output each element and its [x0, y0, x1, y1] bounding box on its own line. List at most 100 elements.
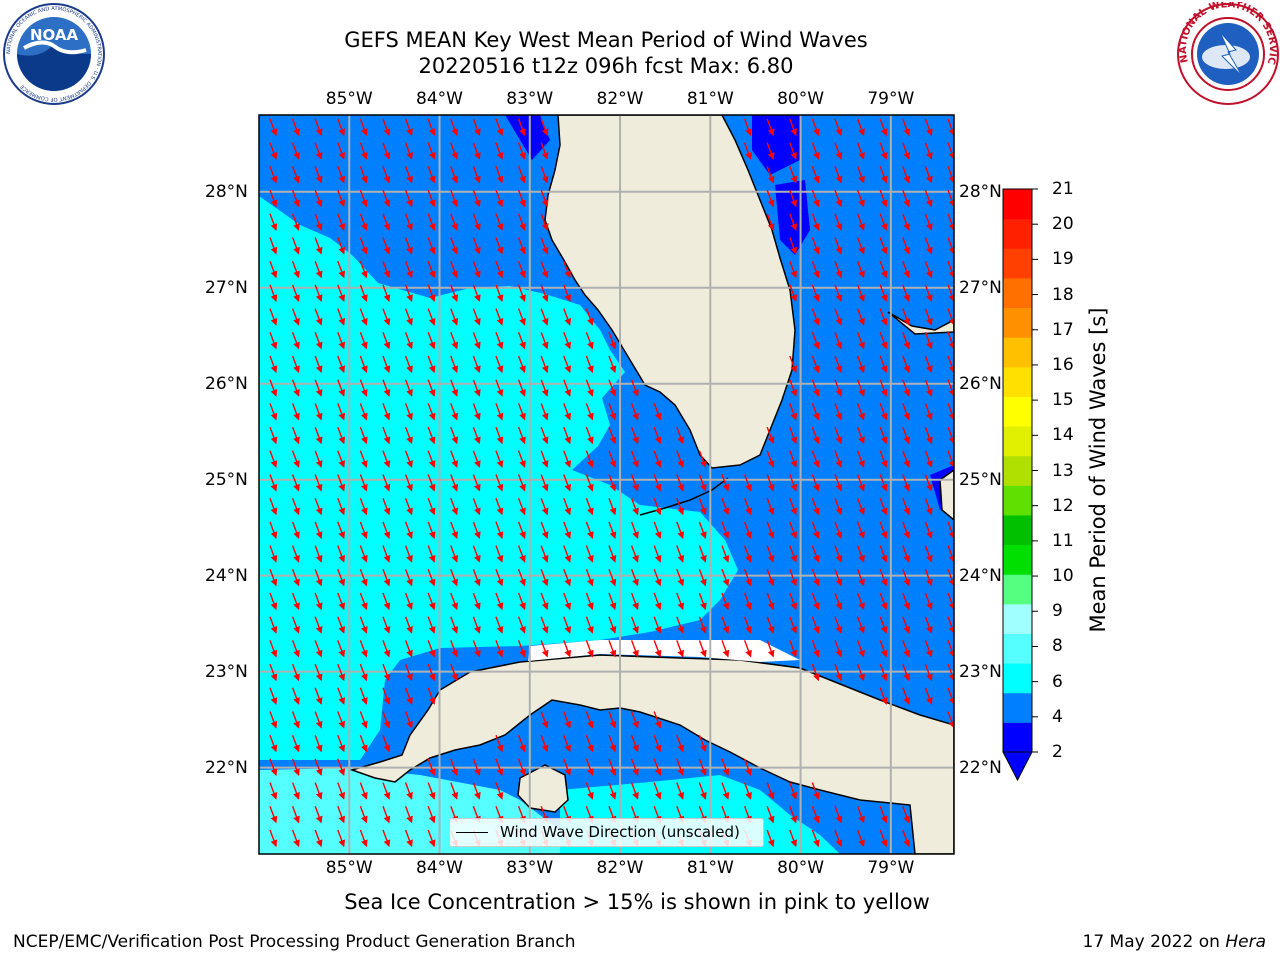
wind-wave-arrow [924, 450, 933, 468]
wind-wave-arrow [947, 142, 954, 160]
wind-wave-arrow [698, 497, 707, 516]
wind-wave-arrow [856, 521, 865, 539]
colorbar-segment [1003, 485, 1032, 516]
colorbar-tick-label: 21 [1052, 179, 1074, 199]
wind-wave-arrow [540, 711, 549, 729]
wind-wave-arrow [359, 569, 368, 587]
wind-wave-arrow [337, 166, 346, 184]
wind-wave-arrow [337, 450, 346, 468]
wind-wave-arrow [359, 474, 368, 492]
wind-wave-arrow [269, 806, 278, 824]
wind-wave-arrow [947, 237, 954, 255]
wind-wave-arrow [811, 663, 820, 682]
wind-wave-arrow [427, 782, 436, 800]
wind-wave-arrow [856, 569, 865, 587]
wind-wave-arrow [472, 189, 481, 208]
wind-wave-arrow [924, 687, 933, 705]
wind-wave-arrow [811, 308, 820, 326]
wind-wave-arrow [269, 189, 278, 208]
land-andros [939, 469, 954, 521]
wind-wave-arrow [585, 758, 594, 776]
wind-wave-arrow [517, 260, 526, 279]
wind-wave-arrow [630, 592, 639, 611]
wind-wave-arrow [608, 474, 617, 492]
wind-wave-arrow [269, 403, 278, 421]
wind-wave-arrow [472, 403, 481, 421]
wind-wave-arrow [721, 474, 730, 492]
wind-wave-arrow [789, 545, 798, 563]
wind-wave-arrow [834, 640, 843, 658]
wind-wave-arrow [834, 260, 843, 279]
wind-wave-arrow [404, 640, 413, 658]
wind-wave-arrow [879, 592, 888, 611]
wind-wave-arrow [314, 403, 323, 421]
wind-wave-arrow [427, 142, 436, 160]
wind-wave-arrow [924, 569, 933, 587]
wind-wave-arrow [427, 284, 436, 302]
wind-wave-arrow [947, 166, 954, 184]
wind-wave-arrow [563, 497, 572, 516]
wind-wave-arrow [608, 355, 617, 374]
wind-wave-arrow [902, 616, 911, 634]
wind-wave-arrow [291, 189, 300, 208]
wind-wave-arrow [676, 521, 685, 539]
wind-wave-arrow [517, 616, 526, 634]
wind-wave-arrow [924, 284, 933, 302]
lon-tick-label: 85°W [325, 89, 373, 109]
wind-wave-arrow [856, 474, 865, 492]
wind-wave-arrow [359, 497, 368, 516]
wind-wave-arrow [879, 569, 888, 587]
footer-credit: NCEP/EMC/Verification Post Processing Pr… [13, 932, 576, 952]
wind-wave-arrow [766, 189, 775, 208]
wind-wave-arrow [902, 521, 911, 539]
wind-wave-arrow [382, 640, 391, 658]
colorbar-tick-label: 11 [1052, 530, 1074, 551]
wind-wave-arrow [608, 734, 617, 753]
wind-wave-arrow [902, 308, 911, 326]
wind-wave-arrow [517, 758, 526, 776]
wind-wave-arrow [337, 758, 346, 776]
wind-wave-arrow [427, 260, 436, 279]
wind-wave-arrow [947, 379, 954, 397]
wind-wave-arrow [811, 450, 820, 468]
wind-wave-arrow [337, 426, 346, 445]
wind-wave-arrow [879, 663, 888, 682]
wind-wave-arrow [359, 332, 368, 350]
wind-wave-arrow [540, 545, 549, 563]
wind-wave-arrow [653, 592, 662, 611]
wind-wave-arrow [291, 142, 300, 160]
wind-wave-arrow [427, 379, 436, 397]
wind-wave-arrow [540, 403, 549, 421]
wind-wave-arrow [540, 142, 549, 160]
wind-wave-arrow [495, 284, 504, 302]
wind-wave-arrow [404, 403, 413, 421]
wind-wave-arrow [766, 616, 775, 634]
colorbar-segment [1003, 277, 1032, 309]
wind-wave-arrow [585, 332, 594, 350]
wind-wave-arrow [337, 355, 346, 374]
wind-wave-arrow [924, 189, 933, 208]
wind-wave-arrow [834, 806, 843, 824]
wind-wave-arrow [834, 308, 843, 326]
wind-wave-arrow [337, 829, 346, 848]
wind-wave-arrow [856, 284, 865, 302]
wind-wave-arrow [540, 616, 549, 634]
wind-wave-arrow [359, 379, 368, 397]
wind-wave-arrow [495, 189, 504, 208]
wind-wave-arrow [924, 426, 933, 445]
wind-wave-arrow [879, 118, 888, 137]
wind-wave-arrow [337, 189, 346, 208]
chart-subtitle: 20220516 t12z 096h fcst Max: 6.80 [418, 54, 794, 78]
land-florida [544, 115, 796, 469]
wind-wave-arrow [291, 521, 300, 539]
wind-wave-arrow [585, 355, 594, 374]
wind-wave-arrow [450, 189, 459, 208]
wind-wave-arrow [337, 616, 346, 634]
wind-wave-arrow [495, 166, 504, 184]
wind-wave-arrow [902, 806, 911, 824]
wind-wave-arrow [834, 355, 843, 374]
wind-wave-arrow [585, 734, 594, 753]
wind-wave-arrow [337, 806, 346, 824]
wind-wave-arrow [427, 545, 436, 563]
